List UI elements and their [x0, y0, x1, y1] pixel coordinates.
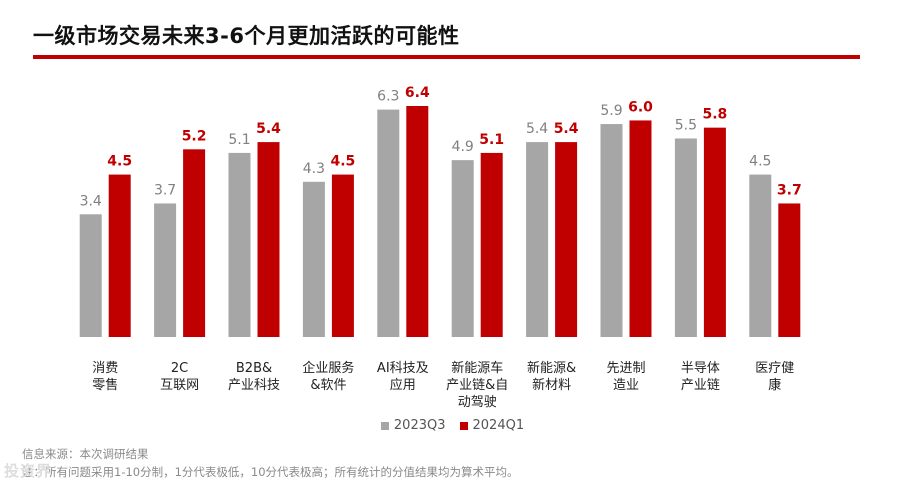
- data-label-2024Q1-6: 5.4: [554, 121, 579, 137]
- data-label-2024Q1-5: 5.1: [479, 132, 504, 148]
- category-label-5-2: 动驾驶: [458, 395, 497, 410]
- category-label-9-1: 康: [768, 377, 781, 393]
- bar-2024Q1-5: [480, 152, 503, 337]
- category-label-5-0: 新能源车: [451, 360, 503, 376]
- category-label-1-1: 互联网: [160, 378, 199, 393]
- category-label-6-1: 新材料: [532, 377, 571, 393]
- bar-2023Q3-6: [526, 142, 549, 337]
- data-label-2023Q3-9: 4.5: [749, 154, 771, 170]
- category-label-4-0: AI科技及: [377, 361, 429, 376]
- bar-2023Q3-9: [749, 174, 772, 337]
- data-label-2023Q3-0: 3.4: [80, 193, 102, 209]
- legend-swatch-2023q3: [380, 421, 389, 430]
- data-label-2024Q1-2: 5.4: [256, 121, 281, 137]
- category-label-2-1: 产业科技: [228, 378, 280, 393]
- bar-2024Q1-9: [778, 203, 801, 337]
- data-label-2024Q1-1: 5.2: [182, 128, 207, 144]
- legend-item-2024q1: 2024Q1: [459, 418, 525, 433]
- bar-2024Q1-8: [703, 127, 726, 337]
- bar-2024Q1-3: [331, 174, 354, 337]
- bar-2023Q3-7: [600, 124, 623, 337]
- data-label-2024Q1-0: 4.5: [107, 154, 132, 170]
- title-underline: [33, 55, 860, 59]
- watermark: 投资界: [4, 462, 53, 480]
- bar-2023Q3-5: [451, 160, 474, 337]
- data-label-2024Q1-9: 3.7: [777, 182, 802, 198]
- data-label-2023Q3-5: 4.9: [452, 139, 474, 155]
- bar-2024Q1-4: [406, 106, 429, 337]
- data-label-2024Q1-4: 6.4: [405, 85, 430, 101]
- data-label-2023Q3-7: 5.9: [600, 103, 622, 119]
- bar-2023Q3-4: [377, 109, 400, 337]
- bar-2024Q1-6: [555, 142, 578, 337]
- bar-2023Q3-1: [154, 203, 177, 337]
- data-label-2023Q3-8: 5.5: [675, 117, 697, 133]
- data-label-2023Q3-1: 3.7: [154, 182, 176, 198]
- data-label-2024Q1-8: 5.8: [702, 107, 727, 123]
- page-title: 一级市场交易未来3-6个月更加活跃的可能性: [33, 24, 460, 48]
- category-label-0-1: 零售: [92, 377, 118, 393]
- category-label-1-0: 2C: [171, 361, 188, 376]
- category-label-6-0: 新能源&: [527, 360, 576, 376]
- data-label-2023Q3-6: 5.4: [526, 121, 548, 137]
- data-label-2023Q3-2: 5.1: [228, 132, 250, 148]
- data-label-2024Q1-7: 6.0: [628, 99, 653, 115]
- bar-2024Q1-2: [257, 142, 280, 337]
- category-label-3-0: 企业服务: [302, 360, 354, 376]
- category-label-7-0: 先进制: [606, 361, 645, 376]
- legend-label-2024q1: 2024Q1: [472, 418, 525, 433]
- category-label-0-0: 消费: [92, 361, 118, 376]
- category-label-7-1: 造业: [613, 378, 639, 393]
- chart-legend: 2023Q3 2024Q1: [0, 418, 905, 433]
- bar-2024Q1-0: [108, 174, 131, 337]
- bar-2023Q3-3: [302, 181, 325, 337]
- footnote-text: 注：所有问题采用1-10分制，1分代表极低，10分代表极高；所有统计的分值结果均…: [22, 465, 519, 479]
- data-label-2023Q3-3: 4.3: [303, 161, 325, 177]
- category-label-3-1: &软件: [310, 378, 346, 393]
- bar-2023Q3-2: [228, 152, 251, 337]
- bar-2024Q1-1: [183, 149, 206, 337]
- source-text: 信息来源：本次调研结果: [22, 447, 149, 461]
- data-label-2024Q1-3: 4.5: [330, 154, 355, 170]
- category-label-5-1: 产业链&自: [446, 378, 508, 393]
- legend-swatch-2024q1: [459, 421, 468, 430]
- bar-2023Q3-8: [674, 138, 697, 337]
- bar-2023Q3-0: [79, 214, 102, 337]
- bar-2024Q1-7: [629, 120, 652, 337]
- category-label-8-1: 产业链: [681, 378, 720, 393]
- data-label-2023Q3-4: 6.3: [377, 89, 399, 105]
- category-label-4-1: 应用: [390, 377, 416, 393]
- category-label-2-0: B2B&: [236, 361, 272, 376]
- category-label-8-0: 半导体: [681, 361, 720, 376]
- legend-item-2023q3: 2023Q3: [380, 418, 446, 433]
- category-label-9-0: 医疗健: [755, 361, 794, 376]
- legend-label-2023q3: 2023Q3: [393, 418, 446, 433]
